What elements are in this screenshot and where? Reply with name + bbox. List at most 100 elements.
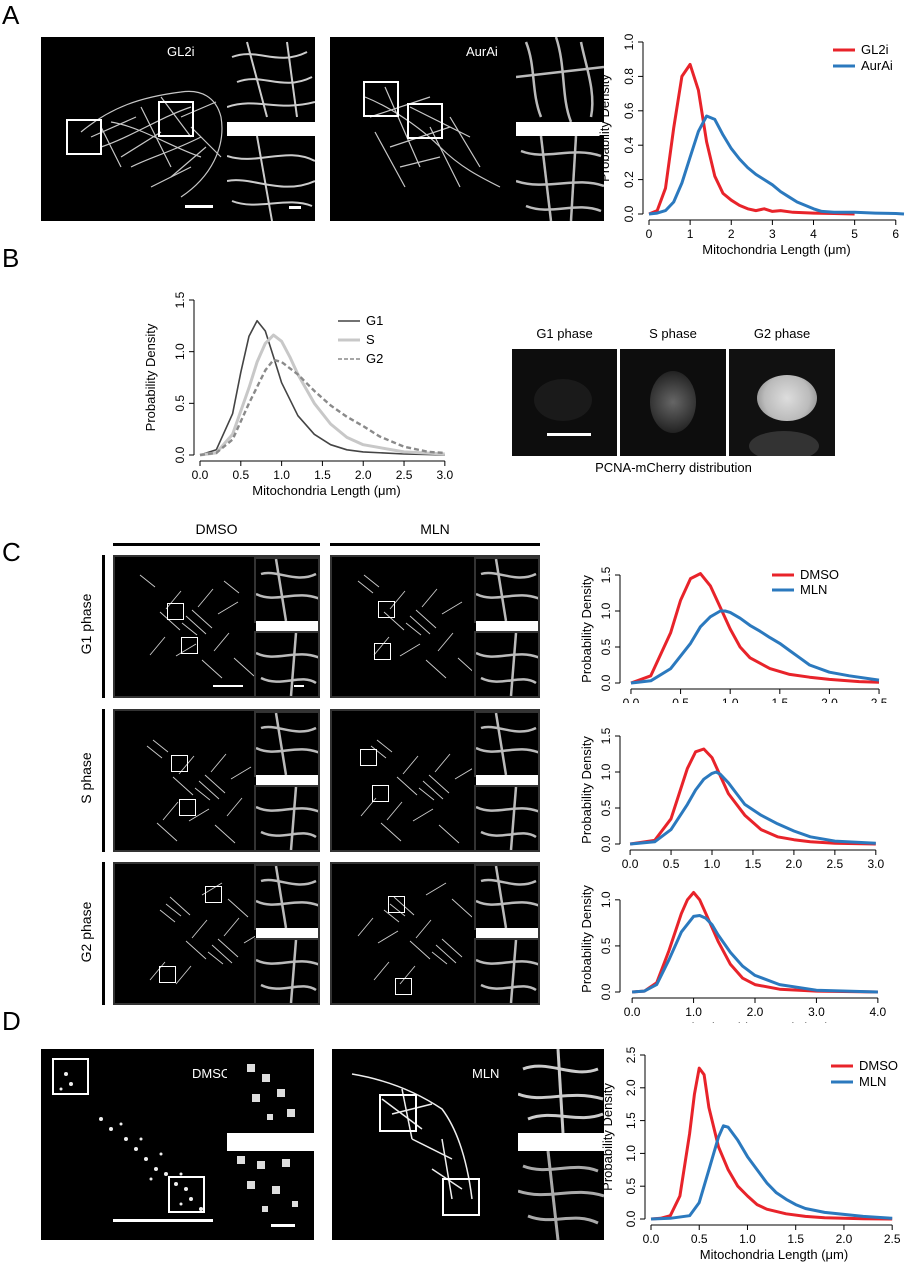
zoom-box-1 bbox=[167, 603, 184, 620]
row-label-g1: G1 phase bbox=[78, 593, 94, 655]
y-tick-label: 0.5 bbox=[624, 1178, 638, 1195]
x-tick-label: 3 bbox=[769, 227, 776, 241]
image-label: GL2i bbox=[167, 44, 195, 59]
inset-divider bbox=[256, 621, 318, 631]
row-bar-s bbox=[102, 709, 105, 852]
pcna-s-image bbox=[620, 349, 726, 456]
series-line-gl2i bbox=[648, 62, 855, 216]
scale-bar bbox=[213, 685, 243, 687]
x-axis-label: Mitochondria Length (μm) bbox=[681, 1020, 829, 1023]
panel-letter-b: B bbox=[2, 243, 20, 273]
x-tick-label: 1.5 bbox=[745, 857, 762, 871]
micrograph-c-g2-dmso bbox=[113, 862, 320, 1005]
inset-divider bbox=[227, 1133, 314, 1151]
x-tick-label: 1.0 bbox=[273, 468, 290, 482]
inset-bottom bbox=[474, 631, 538, 696]
inset-divider bbox=[256, 928, 318, 938]
phase-label-g1: G1 phase bbox=[536, 326, 593, 341]
inset-divider bbox=[227, 122, 315, 136]
x-tick-label: 3.0 bbox=[808, 1005, 825, 1019]
inset-top bbox=[516, 37, 604, 122]
x-tick-label: 1 bbox=[687, 227, 694, 241]
image-label: MLN bbox=[472, 1066, 500, 1081]
y-axis-label: Probability Density bbox=[579, 736, 594, 844]
series-line-g2 bbox=[199, 358, 445, 457]
zoom-box-1 bbox=[360, 749, 377, 766]
series-line-g1 bbox=[199, 319, 445, 456]
scale-bar bbox=[113, 1219, 213, 1222]
zoom-box-1 bbox=[363, 81, 399, 117]
inset-top bbox=[254, 557, 318, 623]
inset-top bbox=[227, 37, 315, 122]
zoom-box-1 bbox=[52, 1058, 89, 1095]
y-tick-label: 1.5 bbox=[599, 727, 613, 744]
y-tick-label: 0.4 bbox=[622, 137, 636, 154]
series-line-mln bbox=[630, 609, 880, 685]
y-tick-label: 1.0 bbox=[622, 33, 636, 50]
y-tick-label: 1.0 bbox=[599, 891, 613, 908]
y-axis-label: Probability Density bbox=[143, 323, 158, 431]
zoom-box-1 bbox=[379, 1094, 417, 1132]
x-axis-label: Mitochondria Length (μm) bbox=[702, 242, 850, 257]
x-tick-label: 0.5 bbox=[232, 468, 249, 482]
inset-top bbox=[474, 557, 538, 623]
legend-label: GL2i bbox=[861, 42, 889, 57]
x-axis-label: Mitochondria Length (μm) bbox=[700, 1247, 848, 1262]
col-bar-dmso bbox=[113, 543, 320, 546]
x-tick-label: 1.5 bbox=[787, 1232, 804, 1246]
series-line-mln bbox=[629, 770, 876, 846]
row-bar-g2 bbox=[102, 862, 105, 1005]
y-axis-label: Probability Density bbox=[579, 885, 594, 993]
x-tick-label: 2.0 bbox=[786, 857, 803, 871]
x-tick-label: 1.0 bbox=[704, 857, 721, 871]
inset-bottom bbox=[254, 938, 318, 1003]
x-tick-label: 3.0 bbox=[436, 468, 453, 482]
x-tick-label: 1.5 bbox=[771, 696, 788, 703]
inset-top bbox=[474, 711, 538, 777]
y-tick-label: 1.0 bbox=[599, 602, 613, 619]
y-tick-label: 1.5 bbox=[624, 1112, 638, 1129]
zoom-box-2 bbox=[407, 103, 443, 139]
series-line-dmso bbox=[631, 891, 878, 994]
inset-divider bbox=[476, 775, 538, 785]
cell-image bbox=[59, 1072, 203, 1211]
x-tick-label: 0.5 bbox=[672, 696, 689, 703]
inset-top bbox=[474, 864, 538, 930]
y-tick-label: 1.5 bbox=[599, 566, 613, 583]
y-tick-label: 0.0 bbox=[599, 983, 613, 1000]
y-tick-label: 1.0 bbox=[624, 1145, 638, 1162]
pcna-g1-image bbox=[512, 349, 617, 456]
inset-bottom bbox=[254, 631, 318, 696]
micrograph-c-s-dmso bbox=[113, 709, 320, 852]
micrograph-dmso-d: DMSO bbox=[41, 1049, 314, 1240]
x-tick-label: 3.0 bbox=[867, 857, 884, 871]
x-tick-label: 1.0 bbox=[739, 1232, 756, 1246]
scale-bar bbox=[547, 433, 591, 436]
legend-label: G1 bbox=[366, 313, 383, 328]
chart-c1: 0.0 0.5 1.0 1.5 2.0 2.5 0.0 0.5 1.0 1.5 Probabilit… bbox=[579, 566, 888, 703]
zoom-box-1 bbox=[205, 886, 222, 903]
cell-image bbox=[80, 90, 223, 198]
y-axis-label: Probability Density bbox=[579, 575, 594, 683]
zoom-box-1 bbox=[388, 896, 405, 913]
chart-a: 0 1 2 3 4 5 6 0.0 0.2 0.4 0.6 0.8 1.0 Mitochondria Le… bbox=[597, 33, 905, 257]
x-tick-label: 0.0 bbox=[192, 468, 209, 482]
col-bar-mln bbox=[330, 543, 540, 546]
x-tick-label: 4.0 bbox=[870, 1005, 887, 1019]
x-tick-label: 1.0 bbox=[685, 1005, 702, 1019]
zoom-box-2 bbox=[442, 1178, 480, 1216]
row-label-g2: G2 phase bbox=[78, 901, 94, 963]
inset-divider bbox=[256, 775, 318, 785]
y-tick-label: 0.0 bbox=[624, 1210, 638, 1227]
inset-bottom bbox=[474, 938, 538, 1003]
row-bar-g1 bbox=[102, 555, 105, 698]
inset-scale-bar bbox=[294, 685, 304, 687]
x-tick-label: 0.0 bbox=[624, 1005, 641, 1019]
y-axis-label: Probability Density bbox=[600, 1083, 615, 1191]
inset-top bbox=[518, 1049, 604, 1133]
micrograph-aurai: AurAi bbox=[330, 37, 604, 221]
y-tick-label: 0.5 bbox=[599, 799, 613, 816]
phase-label-g2: G2 phase bbox=[753, 326, 811, 341]
legend-label: S bbox=[366, 332, 375, 347]
y-axis-label: Probability Density bbox=[597, 74, 612, 182]
